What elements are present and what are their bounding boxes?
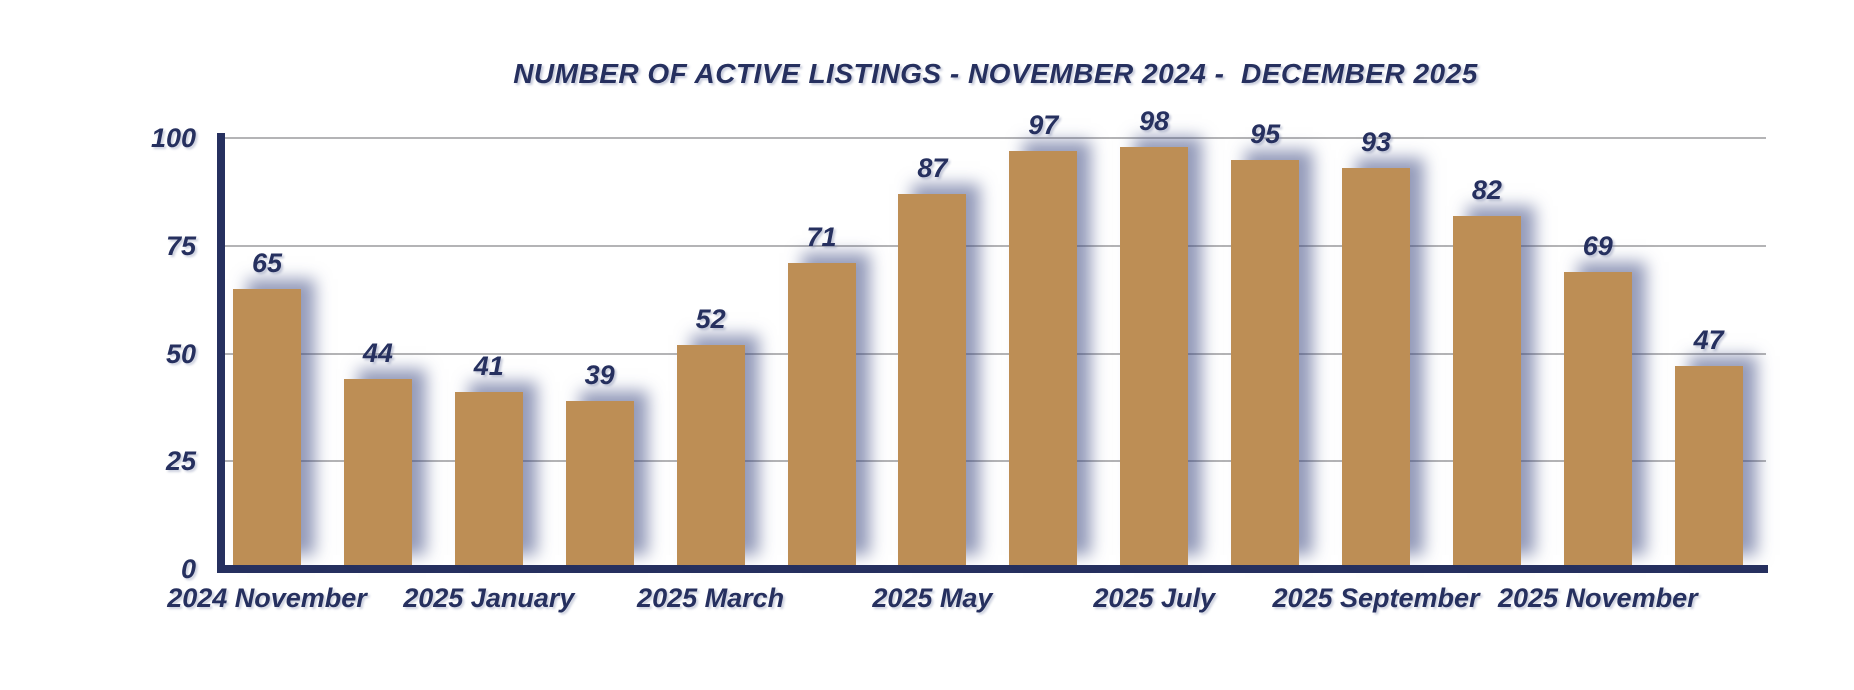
- bar: [565, 400, 634, 565]
- bar-value-label: 44: [362, 338, 393, 369]
- bar-value-label: 93: [1360, 127, 1392, 158]
- bar-value-label: 41: [473, 351, 504, 382]
- x-axis-tick-label: 2025 March: [637, 583, 785, 613]
- bar-value-label: 52: [695, 303, 726, 334]
- y-axis-tick-label: 25: [165, 446, 196, 477]
- bar: [1342, 168, 1410, 565]
- bar-value-label: 71: [806, 221, 837, 252]
- bar: [1563, 271, 1632, 565]
- bar: [1009, 150, 1078, 565]
- x-axis-tick-label: 2025 November: [1497, 583, 1698, 613]
- bar-value-label: 39: [584, 359, 615, 390]
- y-axis-line: [217, 133, 225, 573]
- bar: [1452, 215, 1521, 565]
- bar: [898, 194, 967, 565]
- gridline: [225, 137, 1766, 139]
- bar-value-label: 47: [1693, 325, 1724, 356]
- x-axis-tick-label: 2025 May: [872, 583, 993, 613]
- bar-value-label: 95: [1250, 118, 1281, 149]
- bar-value-label: 82: [1471, 174, 1502, 205]
- y-axis-tick-label: 75: [165, 230, 196, 261]
- bar: [1120, 146, 1189, 565]
- y-axis-tick-label: 100: [150, 123, 196, 153]
- bar: [454, 392, 523, 565]
- gridline: [225, 460, 1766, 463]
- x-axis-tick-label: 2024 November: [167, 583, 367, 613]
- bar: [787, 262, 856, 565]
- x-axis-tick-label: 2025 September: [1272, 583, 1480, 613]
- x-axis-tick-label: 2025 July: [1093, 583, 1215, 613]
- bar-value-label: 98: [1139, 105, 1170, 136]
- bar: [233, 288, 301, 565]
- gridline: [225, 352, 1766, 355]
- bar-value-label: 69: [1582, 230, 1613, 261]
- bar-value-label: 87: [917, 153, 948, 184]
- chart-title: NUMBER OF ACTIVE LISTINGS - NOVEMBER 202…: [513, 58, 1478, 89]
- bar-value-label: 65: [251, 247, 283, 278]
- x-axis-line: [217, 565, 1768, 573]
- y-axis-tick-label: 0: [180, 554, 196, 584]
- x-axis-tick-label: 2025 January: [403, 583, 575, 613]
- bar: [343, 379, 412, 565]
- bar: [1674, 366, 1743, 565]
- bar: [1231, 159, 1300, 565]
- gridline: [225, 244, 1766, 247]
- bar: [676, 344, 745, 565]
- bar-value-label: 97: [1028, 109, 1059, 140]
- y-axis-tick-label: 50: [165, 338, 196, 369]
